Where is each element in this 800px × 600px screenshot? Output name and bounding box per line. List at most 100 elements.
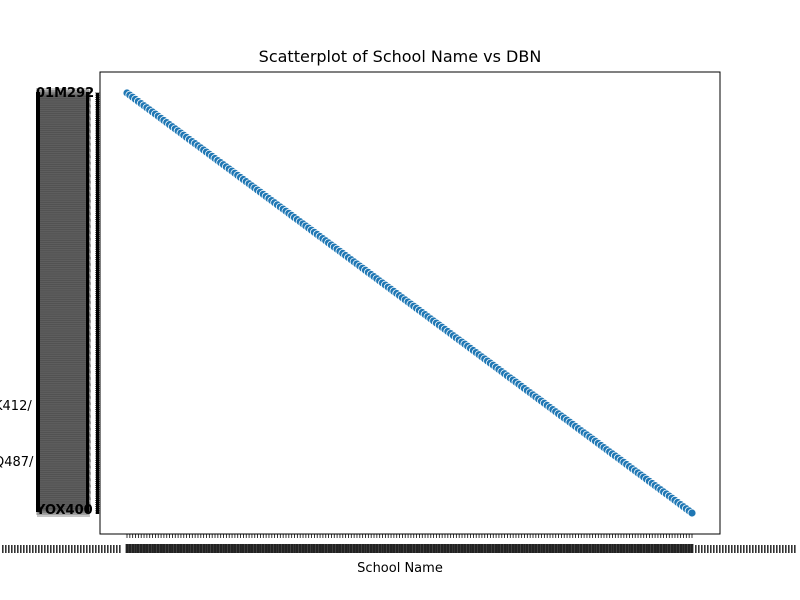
- x-tick-label: [301, 544, 305, 553]
- y-tick-label: [36, 132, 89, 142]
- x-tick-label-overflow: [776, 545, 778, 553]
- y-tick-label: [38, 484, 91, 494]
- x-tick-label: [577, 544, 580, 553]
- x-tick-label-overflow: [755, 545, 757, 553]
- x-tick-label: [324, 544, 328, 553]
- y-tick-label: [37, 394, 90, 404]
- y-tick-label: [37, 375, 90, 385]
- x-tick-label: [497, 544, 501, 553]
- y-tick-label: [37, 178, 90, 188]
- x-tick-label-overflow: [779, 545, 781, 553]
- x-tick-label: [182, 544, 186, 553]
- x-tick-label-overflow: [788, 545, 790, 553]
- y-tick-label: [37, 438, 90, 448]
- y-tick-label: [38, 313, 91, 323]
- x-tick-label-overflow: [764, 545, 766, 553]
- x-tick-label: [355, 544, 359, 553]
- y-tick-label: [36, 144, 89, 154]
- x-tick-label: [386, 544, 390, 553]
- x-tick-label: [418, 544, 421, 553]
- x-tick-label: [443, 544, 447, 553]
- y-tick-label: [38, 123, 91, 133]
- y-tick-label: [38, 149, 91, 159]
- x-tick-label: [361, 544, 365, 553]
- x-tick-label-overflow: [80, 545, 82, 553]
- x-tick-label-overflow: [95, 545, 97, 553]
- y-tick-label: [37, 191, 90, 201]
- scatter-points: [122, 88, 697, 518]
- y-tick-label: [38, 415, 91, 425]
- y-tick-label: [37, 324, 90, 334]
- y-tick-label: [37, 343, 90, 353]
- x-tick-label-overflow: [773, 545, 775, 553]
- x-tick-label: [190, 544, 194, 553]
- y-tick-label: [38, 389, 91, 399]
- y-tick-label: [37, 368, 90, 378]
- x-tick-label: [162, 544, 166, 553]
- x-tick-label: [642, 544, 646, 553]
- x-tick-label: [142, 544, 146, 553]
- y-tick-label: [37, 349, 90, 359]
- x-tick-label: [168, 544, 171, 553]
- x-tick-label: [270, 544, 274, 553]
- x-tick-label-overflow: [38, 545, 40, 553]
- y-tick-label: [36, 461, 89, 471]
- x-tick-label-overflow: [50, 545, 52, 553]
- y-tick-label: [37, 508, 90, 517]
- y-tick-label: [38, 244, 91, 254]
- x-tick-label: [483, 544, 487, 553]
- x-tick-label: [230, 544, 234, 553]
- x-tick-label-overflow: [32, 545, 34, 553]
- x-tick-label-overflow: [704, 545, 706, 553]
- y-tick-label: [38, 383, 91, 393]
- x-tick-label-overflow: [782, 545, 784, 553]
- x-tick-label: [202, 544, 206, 553]
- y-tick-label: [37, 463, 90, 473]
- y-tick-label-k412: K412/: [0, 399, 32, 414]
- y-tick-label: [36, 227, 89, 237]
- y-tick-label: [36, 151, 89, 161]
- x-tick-label-overflow: [746, 545, 748, 553]
- x-tick-label: [352, 544, 356, 553]
- x-tick-label: [517, 544, 521, 553]
- y-tick-label: [37, 495, 90, 505]
- y-tick-label: [38, 199, 91, 209]
- x-tick-label: [554, 544, 558, 553]
- y-tick-label: [37, 242, 90, 252]
- y-tick-label: [38, 427, 91, 437]
- y-tick-label: [38, 503, 91, 513]
- y-tick-label-stack: [86, 92, 89, 512]
- x-tick-label: [395, 544, 399, 553]
- x-tick-label-overflow: [113, 545, 115, 553]
- y-tick-label: [36, 157, 89, 167]
- y-tick-label: [38, 408, 91, 418]
- x-tick-label: [298, 544, 302, 553]
- x-tick-label: [216, 544, 220, 553]
- y-tick-label: [38, 111, 91, 121]
- x-tick-label: [480, 544, 484, 553]
- x-tick-label: [276, 544, 279, 553]
- y-tick-label: [37, 299, 90, 309]
- x-tick-label: [471, 544, 475, 553]
- x-tick-label-overflow: [20, 545, 22, 553]
- y-tick-label: [36, 271, 89, 281]
- y-tick-label: [38, 275, 91, 285]
- y-tick-label: [37, 267, 90, 277]
- y-tick-label: [36, 163, 89, 173]
- x-tick-label: [398, 544, 401, 553]
- x-tick-label: [676, 544, 680, 553]
- x-tick-label: [463, 544, 467, 553]
- y-tick-label: [36, 138, 89, 148]
- x-tick-label-overflow: [701, 545, 703, 553]
- x-tick-label-overflow: [758, 545, 760, 553]
- x-tick-label: [454, 544, 458, 553]
- x-tick-label: [608, 544, 612, 553]
- y-tick-label: [37, 362, 90, 372]
- x-tick-label: [452, 544, 455, 553]
- x-tick-label: [284, 544, 288, 553]
- y-tick-label: [37, 451, 90, 461]
- x-tick-label: [469, 544, 472, 553]
- x-tick-label: [250, 544, 254, 553]
- x-tick-label: [571, 544, 575, 553]
- x-tick-label: [242, 544, 245, 553]
